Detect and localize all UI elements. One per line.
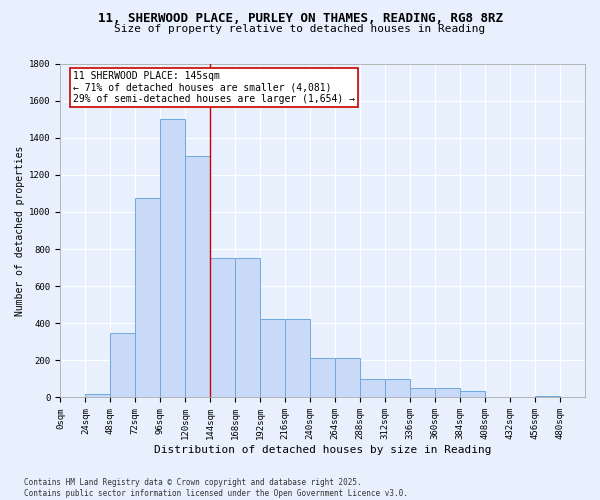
Text: Size of property relative to detached houses in Reading: Size of property relative to detached ho… — [115, 24, 485, 34]
Bar — [160, 119, 185, 398]
Bar — [185, 156, 210, 398]
Bar — [210, 258, 235, 398]
Bar — [285, 318, 310, 398]
Bar — [410, 388, 435, 398]
Bar — [535, 396, 560, 398]
X-axis label: Distribution of detached houses by size in Reading: Distribution of detached houses by size … — [154, 445, 491, 455]
Bar — [460, 391, 485, 398]
Bar — [310, 358, 335, 398]
Y-axis label: Number of detached properties: Number of detached properties — [15, 146, 25, 316]
Bar — [435, 388, 460, 398]
Bar — [335, 358, 360, 398]
Text: 11, SHERWOOD PLACE, PURLEY ON THAMES, READING, RG8 8RZ: 11, SHERWOOD PLACE, PURLEY ON THAMES, RE… — [97, 12, 503, 26]
Bar — [85, 394, 110, 398]
Bar — [385, 379, 410, 398]
Bar — [360, 379, 385, 398]
Text: Contains HM Land Registry data © Crown copyright and database right 2025.
Contai: Contains HM Land Registry data © Crown c… — [24, 478, 408, 498]
Bar — [136, 198, 160, 398]
Bar — [235, 258, 260, 398]
Bar — [110, 332, 136, 398]
Text: 11 SHERWOOD PLACE: 145sqm
← 71% of detached houses are smaller (4,081)
29% of se: 11 SHERWOOD PLACE: 145sqm ← 71% of detac… — [73, 71, 355, 104]
Bar — [260, 318, 285, 398]
